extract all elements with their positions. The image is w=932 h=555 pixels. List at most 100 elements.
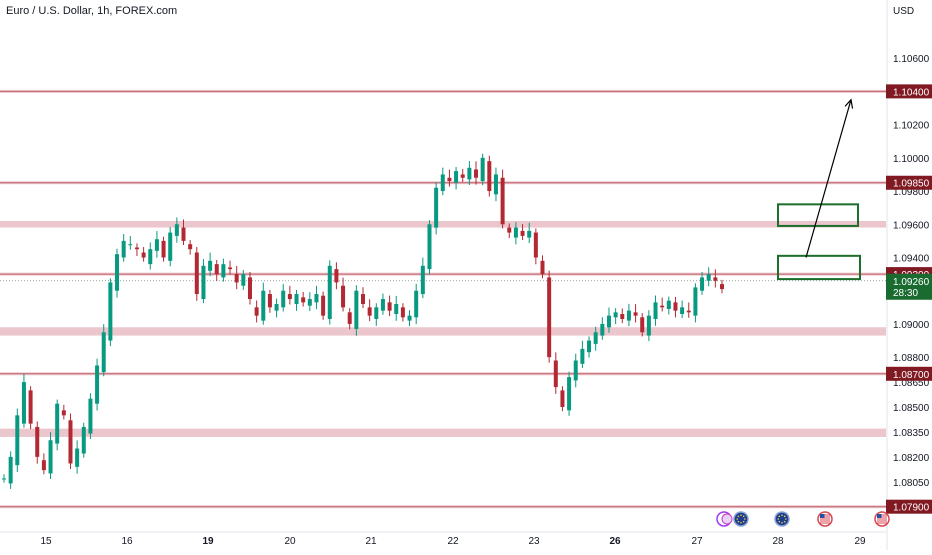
candle: [427, 220, 432, 275]
target-box: [777, 254, 861, 281]
candle: [115, 248, 120, 298]
candle: [467, 160, 472, 185]
candle-body: [493, 174, 498, 195]
candle: [587, 336, 592, 358]
candle: [267, 289, 272, 313]
candle-body: [48, 440, 53, 474]
candle: [8, 451, 13, 489]
candle-body: [221, 264, 226, 278]
eu-star: [783, 515, 786, 518]
candle: [653, 295, 658, 326]
candle: [35, 421, 40, 464]
x-tick-label: 22: [447, 536, 459, 547]
x-tick-label: 23: [528, 536, 540, 547]
candle-body: [567, 377, 572, 411]
candle-body: [134, 247, 139, 250]
y-tick-label: 1.08350: [893, 428, 930, 439]
candle: [95, 358, 100, 411]
candle: [134, 243, 139, 257]
eu-flag-icon[interactable]: [733, 511, 749, 527]
candle-body: [115, 254, 120, 291]
candle-body: [168, 232, 173, 261]
candle-body: [228, 267, 233, 270]
candle: [540, 255, 545, 279]
candle-body: [620, 313, 625, 319]
candle-body: [447, 177, 452, 182]
candle-body: [254, 307, 259, 316]
us-flag-icon[interactable]: [874, 511, 890, 527]
candle-body: [427, 224, 432, 270]
candle: [440, 167, 445, 196]
eu-star: [785, 518, 787, 520]
candle: [493, 167, 498, 202]
candle: [527, 222, 532, 244]
candle: [68, 413, 73, 469]
candle-body: [334, 269, 339, 283]
x-tick-label: 28: [772, 536, 784, 547]
candle-body: [261, 290, 266, 321]
candle-body: [55, 403, 60, 444]
candle-body: [713, 277, 718, 281]
candle-body: [68, 420, 73, 464]
candle-body: [201, 265, 206, 300]
candle: [28, 386, 33, 430]
candle-body: [374, 307, 379, 319]
candle: [380, 293, 385, 315]
candle: [713, 269, 718, 288]
candle: [101, 324, 106, 377]
candle-body: [101, 332, 106, 373]
candle: [194, 247, 199, 301]
candle: [474, 161, 479, 185]
candle-body: [35, 426, 40, 457]
y-tick-label: 1.08200: [893, 453, 930, 464]
candle: [553, 352, 558, 394]
sr-zone: [0, 327, 886, 336]
candle-body: [407, 315, 412, 321]
candle: [41, 453, 46, 475]
candle-body: [500, 177, 505, 225]
y-tick-label: 1.09400: [893, 254, 930, 265]
candle-body: [121, 240, 126, 258]
candle: [454, 166, 459, 190]
earnings-event-icon[interactable]: [716, 511, 733, 527]
candle-body: [706, 274, 711, 281]
candle-body: [420, 265, 425, 295]
candle: [81, 422, 86, 458]
candle: [128, 236, 133, 250]
candle: [367, 299, 372, 322]
candle-body: [686, 310, 691, 313]
candle: [626, 303, 631, 327]
candle: [434, 182, 439, 235]
candle: [48, 432, 53, 479]
y-tick-label: 1.10600: [893, 54, 930, 65]
candle: [407, 310, 412, 327]
candle-body: [593, 332, 598, 344]
eu-star: [740, 514, 742, 516]
eu-flag-icon[interactable]: [774, 511, 790, 527]
candle-body: [547, 277, 552, 358]
candle: [560, 386, 565, 412]
candle-body: [673, 302, 678, 311]
us-flag-icon[interactable]: [817, 511, 833, 527]
x-tick-label: 29: [854, 536, 866, 547]
candle: [480, 153, 485, 186]
candle-body: [680, 307, 685, 314]
candle-body: [161, 240, 166, 258]
projection-arrow: [805, 99, 852, 258]
candle: [188, 240, 193, 255]
candle-body: [241, 274, 246, 286]
candle-body: [274, 304, 279, 311]
y-tick-label: 1.09600: [893, 220, 930, 231]
candle-body: [434, 187, 439, 228]
candle-body: [41, 460, 46, 471]
x-tick-label: 16: [121, 536, 133, 547]
candle: [168, 227, 173, 267]
candle: [287, 285, 292, 305]
eu-star: [737, 515, 740, 518]
candle: [361, 287, 365, 309]
eu-star: [781, 514, 783, 516]
candle-body: [108, 282, 113, 341]
candle-body: [693, 287, 698, 316]
